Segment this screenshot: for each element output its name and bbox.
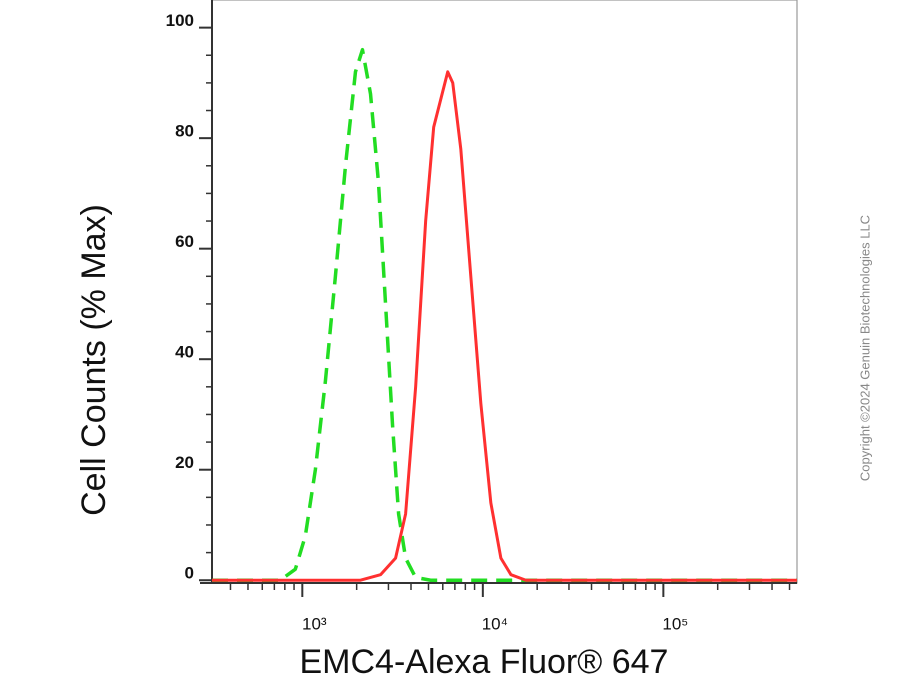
y-axis-label: Cell Counts (% Max) (75, 204, 113, 516)
y-tick-label: 20 (175, 453, 194, 472)
x-tick-label: 10⁴ (482, 614, 508, 633)
copyright: Copyright ©2024 Genuin Biotechnologies L… (857, 215, 872, 481)
series-line (212, 70, 797, 582)
y-tick-label: 60 (175, 232, 194, 251)
y-tick-label: 0 (185, 564, 194, 583)
y-tick-label: 100 (166, 11, 194, 30)
series-line (212, 47, 797, 582)
plot-frame (211, 0, 798, 584)
x-tick-label: 10⁵ (662, 614, 688, 633)
y-tick-label: 40 (175, 343, 194, 362)
y-tick-label: 80 (175, 122, 194, 141)
x-tick-label: 10³ (302, 614, 327, 633)
x-axis-label: EMC4-Alexa Fluor® 647 (300, 643, 669, 681)
